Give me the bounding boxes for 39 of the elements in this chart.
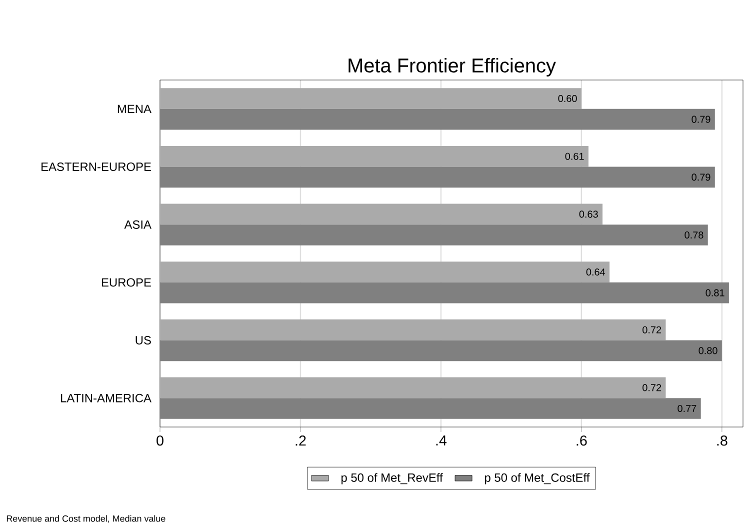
bar [160, 166, 715, 188]
data-label: 0.61 [565, 152, 584, 160]
legend-label: p 50 of Met_CostEff [485, 473, 590, 484]
data-label: 0.81 [706, 289, 724, 296]
data-label: 0.80 [698, 347, 718, 354]
bar [160, 88, 582, 109]
bar [160, 224, 708, 246]
bar [160, 282, 729, 304]
data-label: 0.60 [558, 94, 577, 102]
y-tick-label: EUROPE [102, 278, 151, 287]
x-tick-label: .4 [436, 436, 447, 446]
data-label: 0.79 [692, 116, 710, 123]
y-tick-label: US [136, 336, 151, 344]
y-tick-label: EASTERN-EUROPE [42, 162, 151, 171]
x-tick-label: .8 [717, 436, 728, 446]
x-tick-label: 0 [156, 436, 164, 446]
data-label: 0.64 [586, 268, 606, 276]
text: Revenue and Cost model, Median value [6, 515, 166, 523]
data-label: 0.78 [684, 231, 704, 239]
bar [160, 204, 603, 225]
data-label: 0.72 [642, 326, 662, 334]
x-tick-label: .2 [296, 436, 306, 446]
chart-title: Meta Frontier Efficiency [348, 58, 556, 77]
bar [160, 262, 610, 282]
bar [160, 398, 701, 419]
y-tick-label: MENA [118, 104, 152, 114]
x-tick-label: .6 [576, 436, 587, 446]
bar [160, 108, 715, 130]
bar [160, 146, 588, 167]
data-label: 0.72 [642, 384, 662, 392]
legend-label: p 50 of Met_RevEff [341, 473, 443, 484]
data-label: 0.63 [579, 210, 598, 218]
bar [160, 340, 722, 362]
bar [160, 377, 666, 398]
data-label: 0.79 [692, 174, 710, 181]
y-tick-label: LATIN-AMERICA [61, 394, 152, 402]
y-tick-label: ASIA [124, 220, 152, 229]
data-label: 0.77 [678, 404, 696, 412]
bar [160, 319, 666, 340]
